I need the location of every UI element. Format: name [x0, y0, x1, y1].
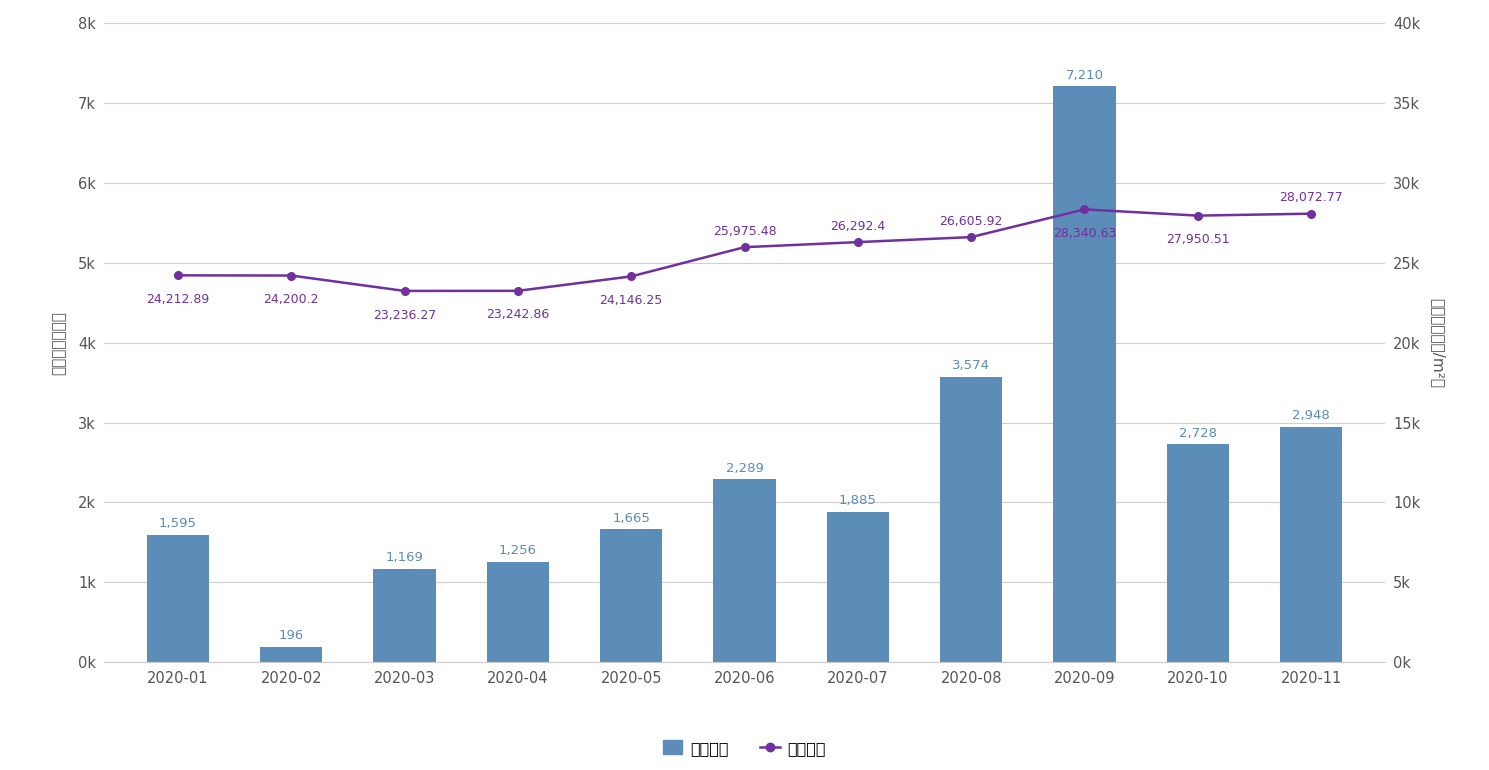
Bar [1166, 444, 1228, 662]
Bar [261, 647, 323, 662]
Text: 27,950.51: 27,950.51 [1166, 233, 1230, 246]
Text: 3,574: 3,574 [951, 360, 990, 372]
Bar [1053, 86, 1115, 662]
Bar [374, 569, 436, 662]
Bar [147, 535, 208, 662]
Text: 25,975.48: 25,975.48 [713, 225, 776, 238]
Legend: 销售套数, 销售价格: 销售套数, 销售价格 [657, 734, 832, 762]
Text: 196: 196 [278, 629, 304, 642]
Text: 1,885: 1,885 [838, 494, 877, 507]
Text: 24,212.89: 24,212.89 [146, 293, 210, 306]
Y-axis label: 销售价格（元/m²）: 销售价格（元/m²） [1431, 298, 1446, 387]
Text: 28,072.77: 28,072.77 [1279, 191, 1343, 204]
Text: 1,595: 1,595 [159, 517, 197, 531]
Bar [826, 511, 889, 662]
Text: 23,236.27: 23,236.27 [372, 309, 436, 322]
Text: 24,200.2: 24,200.2 [264, 293, 319, 306]
Text: 26,605.92: 26,605.92 [940, 215, 1002, 227]
Text: 26,292.4: 26,292.4 [831, 219, 886, 233]
Text: 24,146.25: 24,146.25 [600, 294, 663, 307]
Text: 1,665: 1,665 [612, 512, 651, 525]
Text: 2,289: 2,289 [725, 462, 764, 475]
Y-axis label: 销售套数（套）: 销售套数（套） [52, 311, 67, 374]
Bar [713, 480, 776, 662]
Text: 1,256: 1,256 [499, 544, 538, 557]
Text: 2,948: 2,948 [1292, 410, 1330, 422]
Text: 1,169: 1,169 [386, 551, 423, 564]
Bar [940, 377, 1002, 662]
Bar [487, 562, 549, 662]
Text: 7,210: 7,210 [1066, 69, 1103, 82]
Bar [600, 529, 663, 662]
Bar [1281, 427, 1342, 662]
Text: 28,340.63: 28,340.63 [1053, 227, 1117, 240]
Text: 2,728: 2,728 [1179, 427, 1217, 440]
Text: 23,242.86: 23,242.86 [487, 309, 549, 321]
